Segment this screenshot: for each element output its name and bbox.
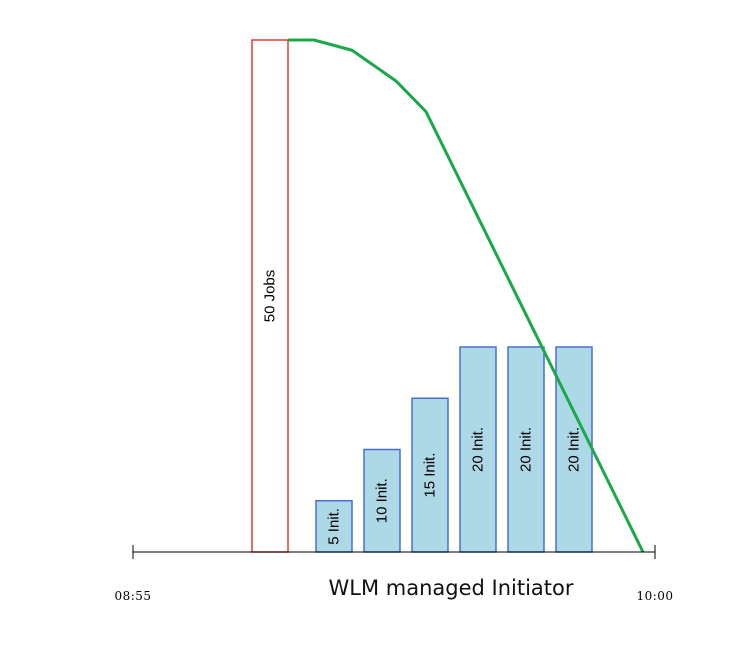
initiator-bar-label: 10 Init. <box>374 478 391 523</box>
jobs-bar-label: 50 Jobs <box>262 270 279 323</box>
x-tick-label-start: 08:55 <box>114 589 151 603</box>
initiator-bar-label: 15 Init. <box>422 453 439 498</box>
initiator-bar <box>411 397 449 553</box>
initiator-bar <box>507 346 545 553</box>
remaining-jobs-line <box>288 38 645 553</box>
initiator-bar-label: 20 Init. <box>566 427 583 472</box>
x-tick-label-end: 10:00 <box>636 589 673 603</box>
bars-layer: 50 Jobs 5 Init. 10 Init. 15 Init. 20 Init. 20… <box>251 39 593 553</box>
initiator-bar-label: 5 Init. <box>326 508 343 545</box>
initiator-bar-label: 20 Init. <box>470 427 487 472</box>
initiator-bar-label: 20 Init. <box>518 427 535 472</box>
jobs-bar <box>251 39 289 553</box>
x-axis: 08:55 10:00 WLM managed Initiator <box>114 545 673 603</box>
x-axis-title: WLM managed Initiator <box>328 576 573 600</box>
